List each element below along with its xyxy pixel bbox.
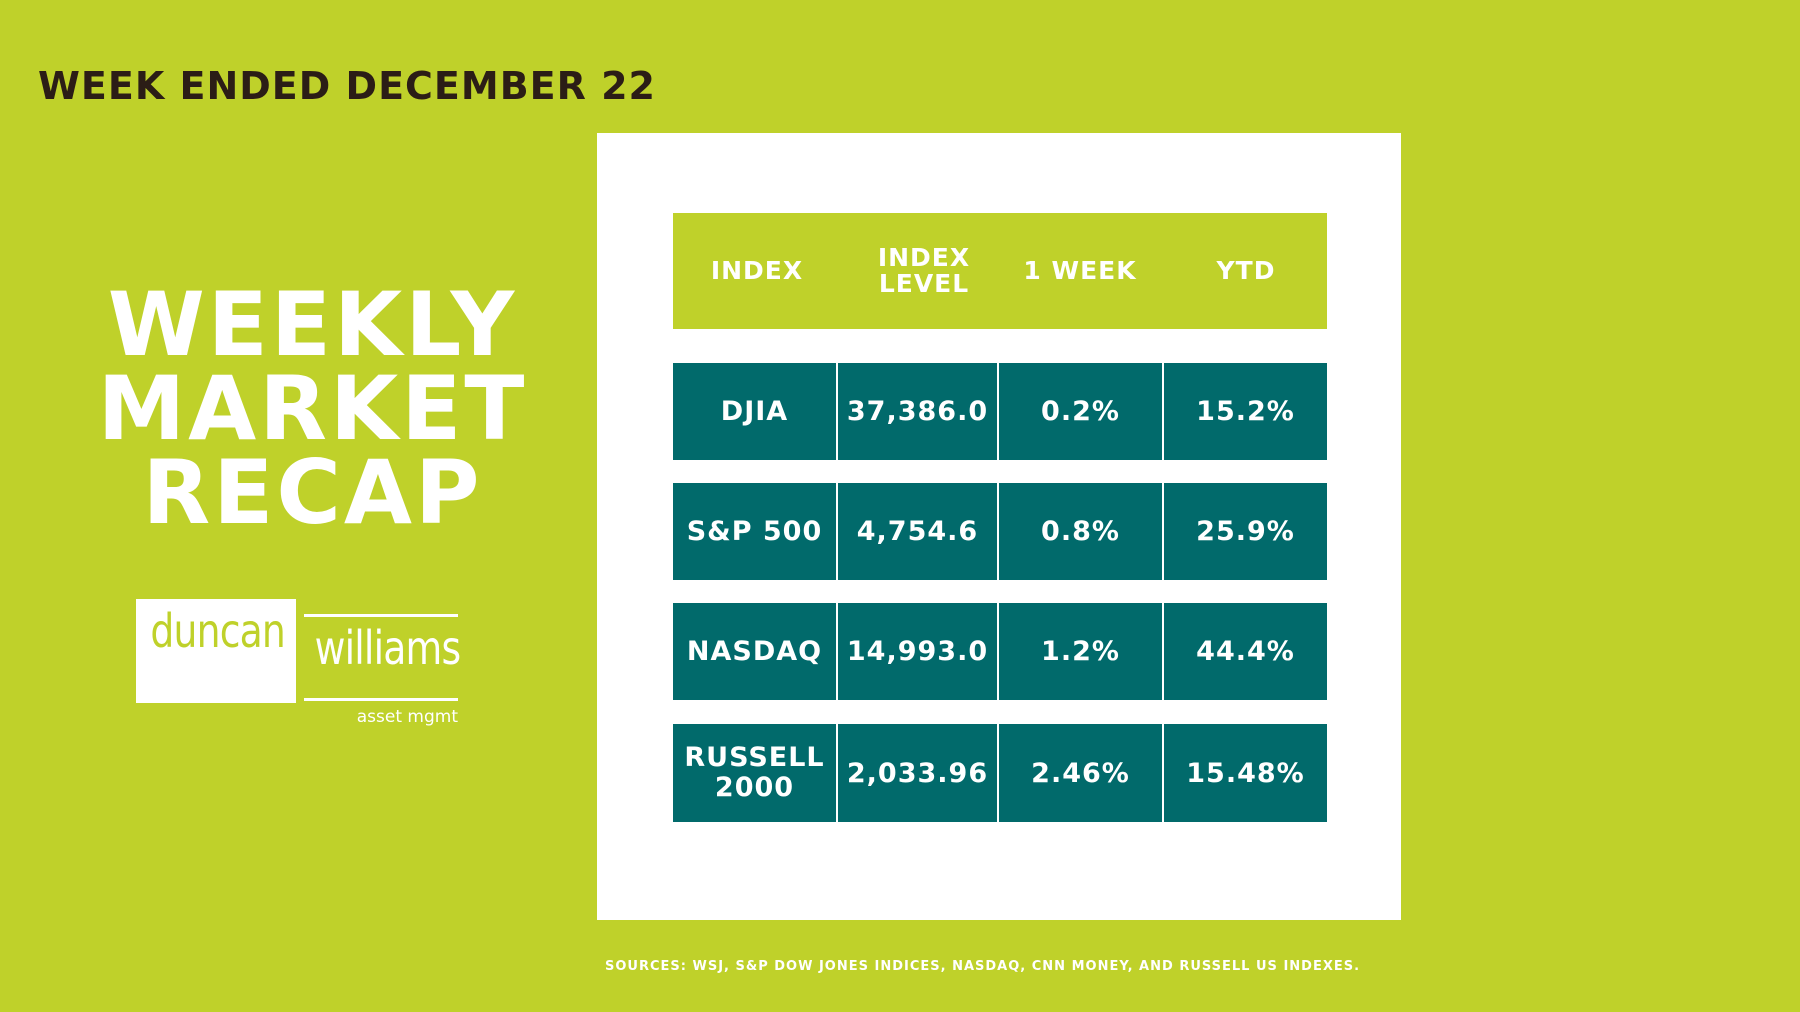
table-cell-index: NASDAQ: [673, 603, 836, 700]
table-cell-week: 0.8%: [999, 483, 1162, 580]
table-cell-ytd: 15.48%: [1164, 724, 1327, 822]
duncan-williams-logo: duncan williams asset mgmt: [136, 599, 462, 729]
table-cell-level: 2,033.96: [838, 724, 997, 822]
column-header-3: YTD: [1216, 256, 1276, 285]
table-cell-level: 37,386.0: [838, 363, 997, 460]
logo-word-duncan: duncan: [150, 604, 286, 658]
title-line-1: WEEKLY: [107, 273, 518, 376]
table-cell-ytd: 25.9%: [1164, 483, 1327, 580]
table-header-bar: [673, 213, 1327, 329]
table-cell-week: 2.46%: [999, 724, 1162, 822]
table-cell-level: 4,754.6: [838, 483, 997, 580]
logo-tagline: asset mgmt: [356, 707, 458, 727]
title-line-3: RECAP: [142, 441, 483, 544]
table-cell-week: 0.2%: [999, 363, 1162, 460]
table-cell-ytd: 44.4%: [1164, 603, 1327, 700]
logo-box: [136, 599, 296, 703]
table-cell-index: S&P 500: [673, 483, 836, 580]
table-cell-index: DJIA: [673, 363, 836, 460]
logo-rule-top: [304, 614, 458, 617]
column-header-1: INDEX LEVEL: [877, 243, 971, 298]
logo-rule-bottom: [304, 698, 458, 701]
sources-footnote: SOURCES: WSJ, S&P DOW JONES INDICES, NAS…: [605, 959, 1361, 974]
table-cell-ytd: 15.2%: [1164, 363, 1327, 460]
weekly-market-recap-title: WEEKLY MARKET RECAP: [95, 273, 530, 544]
column-header-0: INDEX: [710, 256, 804, 285]
table-cell-week: 1.2%: [999, 603, 1162, 700]
logo-word-williams: williams: [314, 621, 462, 675]
title-line-2: MARKET: [97, 357, 528, 460]
table-cell-index: RUSSELL 2000: [673, 724, 836, 822]
week-ended-title: WEEK ENDED DECEMBER 22: [38, 64, 656, 108]
table-cell-level: 14,993.0: [838, 603, 997, 700]
column-header-2: 1 WEEK: [1023, 256, 1137, 285]
